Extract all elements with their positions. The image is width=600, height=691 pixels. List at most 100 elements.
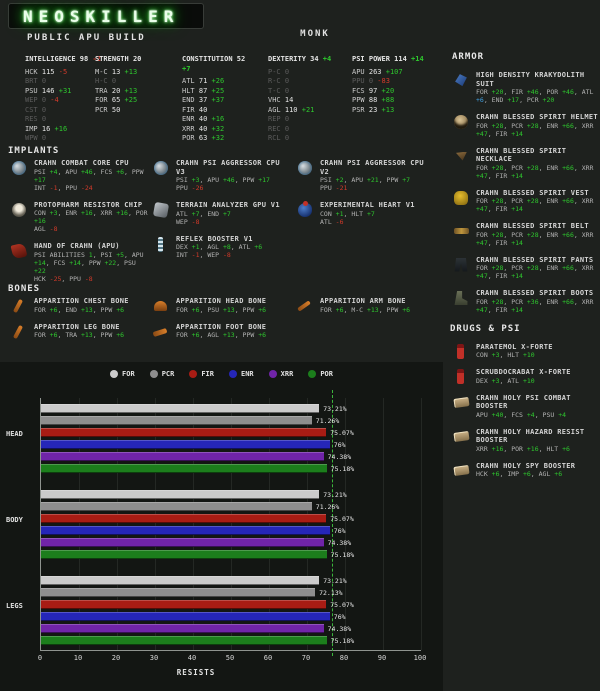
bar-value-label: 76% (333, 613, 346, 621)
armor-section-header: ARMOR (452, 52, 485, 62)
separator: , (199, 251, 208, 259)
armor-item[interactable]: CRAHN BLESSED SPIRIT NECKLACE FOR +28, PC… (452, 147, 598, 180)
armor-item[interactable]: CRAHN BLESSED SPIRIT BELT FOR +28, PCR +2… (452, 222, 598, 247)
separator: , (230, 243, 239, 251)
skill-row-wep: WEP 0 -4 (25, 96, 107, 106)
bar-value-label: 75.18% (330, 465, 355, 473)
armor-item[interactable]: HIGH DENSITY KRAKYDOLITH SUIT FOR +20, FI… (452, 71, 598, 104)
bar-legs-enr: 76% (41, 612, 346, 621)
implants-item[interactable]: HAND OF CRAHN (APU) PSI ABILITIES 1, PSI … (10, 242, 148, 283)
implants-item[interactable]: TERRAIN ANALYZER GPU V1 ATL +7, END +7 WEP… (152, 201, 290, 226)
skill-label: ENR (182, 115, 199, 123)
effect-stat-value: +14 (511, 129, 523, 138)
drug-item[interactable]: PARATEMOL X-FORTE CON +3, HLT +10 (452, 343, 598, 359)
bar-head-xrr: 74.38% (41, 452, 351, 461)
bones-item[interactable]: APPARITION HEAD BONE FOR +6, PSU +13, PPW… (152, 297, 290, 314)
cpu-chip-icon (154, 161, 168, 175)
effect-stat-label: IMP (507, 470, 523, 478)
armor-item[interactable]: CRAHN BLESSED SPIRIT PANTS FOR +28, PCR +… (452, 256, 598, 280)
implants-name: CRAHN COMBAT CORE CPU (34, 159, 129, 167)
bones-item[interactable]: APPARITION FOOT BONE FOR +6, AGL +13, PPW… (152, 323, 290, 339)
separator: , (538, 297, 547, 306)
implants-item[interactable]: REFLEX BOOSTER V1 DEX +1, AGL +8, ATL +6 I… (152, 235, 290, 259)
implants-item[interactable]: EXPERIMENTAL HEART V1 CON +1, HLT +7 ATL -… (296, 201, 434, 226)
effect-stat-value: +16 (80, 209, 93, 217)
effect-stat-label: PCR (511, 264, 527, 272)
bones-item[interactable]: APPARITION CHEST BONE FOR +6, END +13, PP… (10, 297, 148, 314)
skill-label: AGL (268, 105, 285, 114)
skill-value: 0 (284, 86, 290, 95)
bar-value-label: 75.18% (330, 637, 355, 645)
drug-item[interactable]: CRAHN HOLY PSI COMBAT BOOSTER APU +40, FC… (452, 394, 598, 419)
separator: , (503, 163, 512, 172)
legend-item-for[interactable]: FOR (110, 370, 135, 378)
separator: , (234, 176, 243, 184)
effect-stat-label: ENR (546, 197, 563, 205)
effect-stat-label: PSU (207, 305, 223, 314)
skill-label: BRT (25, 77, 42, 85)
legend-item-por[interactable]: POR (308, 370, 333, 378)
skill-label: END (182, 96, 199, 104)
stat-modifier: +14 (406, 55, 424, 63)
legend-dot (229, 370, 237, 378)
separator: , (57, 183, 66, 192)
legend-dot (149, 370, 158, 378)
separator: , (573, 264, 582, 272)
separator: , (487, 129, 496, 138)
legend-item-enr[interactable]: ENR (229, 370, 254, 378)
arm-bone-icon (297, 300, 311, 312)
implants-effects-line: HCK -25, PPU -8 (34, 275, 148, 283)
implants-item[interactable]: CRAHN PSI AGGRESSOR CPU V3 PSI +3, APU +4… (152, 159, 290, 192)
column-3: CRAHN PSI AGGRESSOR CPU V2 PSI +2, APU +2… (296, 159, 434, 235)
skill-row-fir: FIR 40 (182, 106, 254, 116)
effect-stat-label: POR (546, 88, 563, 96)
drug-item[interactable]: CRAHN HOLY HAZARD RESIST BOOSTER XRR +16,… (452, 428, 598, 453)
separator: , (503, 88, 512, 96)
skill-row-rec: REC 0 (268, 125, 348, 135)
armor-effects-line: FOR +28, PCR +28, ENR +66, XRR +47, FIR … (476, 231, 598, 247)
bones-item[interactable]: APPARITION LEG BONE FOR +6, TRA +13, PPW … (10, 323, 148, 339)
stat-name: STRENGTH (95, 55, 133, 63)
separator: , (573, 88, 582, 96)
effect-stat-label: FOR (476, 297, 492, 306)
drug-item[interactable]: SCRUBDOCRABAT X-FORTE DEX +3, ATL +10 (452, 368, 598, 385)
bones-name: APPARITION CHEST BONE (34, 297, 129, 305)
effect-stat-value: +2 (335, 176, 344, 184)
skill-label: WPW (25, 134, 42, 142)
armor-item[interactable]: CRAHN BLESSED SPIRIT HELMET FOR +28, PCR … (452, 113, 598, 138)
effect-stat-value: +7 (191, 209, 200, 218)
armor-item[interactable]: CRAHN BLESSED SPIRIT VEST FOR +28, PCR +2… (452, 189, 598, 213)
drug-item[interactable]: CRAHN HOLY SPY BOOSTER HCK +6, IMP +6, AG… (452, 462, 598, 478)
separator: , (573, 121, 582, 130)
skill-value: 0 (284, 67, 290, 76)
legend-item-fir[interactable]: FIR (189, 370, 214, 378)
effect-stat-value: +13 (80, 331, 93, 339)
x-tick-70: 70 (301, 654, 311, 662)
effect-stat-label: XRR (581, 197, 594, 205)
skill-row-vhc: VHC 14 (268, 96, 348, 106)
skill-value: 50 (111, 105, 121, 114)
effect-stat-label: ENR (546, 264, 563, 272)
implants-item[interactable]: PROTOPHARM RESISTOR CHIP CON +3, ENR +16,… (10, 201, 148, 233)
bones-item[interactable]: APPARITION ARM BONE FOR +6, M-C +13, PPW … (296, 297, 434, 314)
armor-item[interactable]: CRAHN BLESSED SPIRIT BOOTS FOR +28, PCR +… (452, 289, 598, 314)
effect-stat-value: +66 (562, 230, 574, 239)
x-tick-20: 20 (111, 654, 121, 662)
stats-row: INTELLIGENCE 98 -2 HCK 115 -5 BRT 0 PSU 146… (0, 55, 450, 145)
effect-stat-label: APU (351, 176, 367, 184)
separator: , (503, 121, 512, 130)
effect-stat-value: +6 (116, 331, 125, 339)
implants-item[interactable]: CRAHN PSI AGGRESSOR CPU V2 PSI +2, APU +2… (296, 159, 434, 192)
skill-label: VHC (268, 96, 285, 104)
effect-stat-label: FOR (34, 331, 50, 339)
implants-item[interactable]: CRAHN COMBAT CORE CPU PSI +4, APU +46, FC… (10, 159, 148, 192)
separator: , (199, 209, 208, 218)
skill-modifier: +13 (120, 67, 138, 76)
legend-item-xrr[interactable]: XRR (268, 370, 293, 378)
effect-stat-label: POR (511, 444, 527, 453)
effect-stat-value: +6 (49, 305, 58, 314)
effect-stat-value: +47 (476, 272, 488, 280)
effect-stat-label: END (207, 209, 223, 218)
legend-item-pcr[interactable]: PCR (149, 370, 174, 378)
